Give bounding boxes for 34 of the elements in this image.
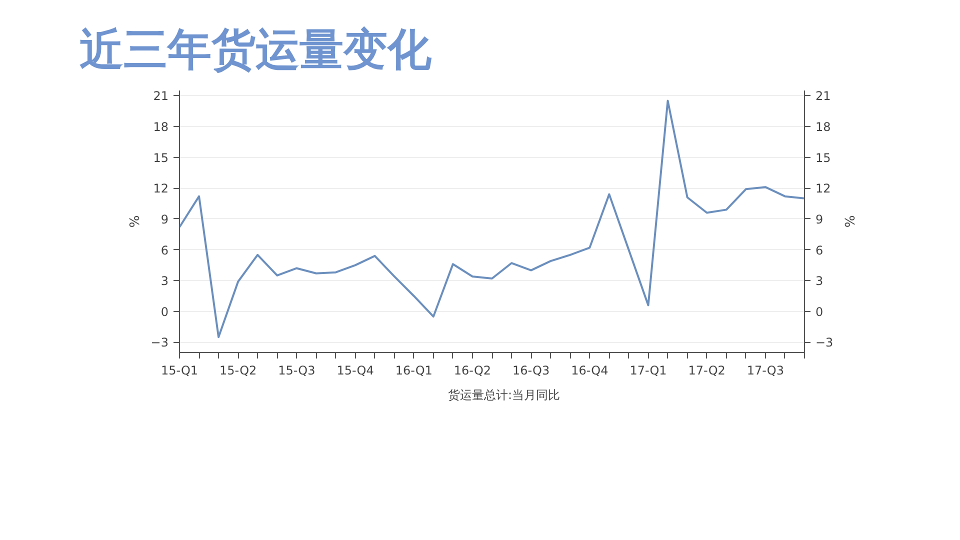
y-tick-label: 12 [153, 182, 169, 196]
x-tick-label: 15-Q1 [160, 364, 198, 378]
y2-tick-label: 9 [816, 212, 824, 226]
x-tick-label: 17-Q1 [630, 364, 667, 378]
x-tick-label: 16-Q3 [512, 364, 550, 378]
x-tick-label: 17-Q2 [688, 364, 726, 378]
chart-title: 近三年货运量变化 [80, 24, 432, 76]
y-tick-label: 6 [160, 243, 169, 258]
x-tick-label: 15-Q2 [220, 364, 257, 378]
y-tick-label: 0 [160, 304, 169, 319]
x-tick-label: 16-Q4 [571, 364, 608, 378]
y2-tick-label: 0 [816, 304, 824, 319]
line-series [180, 100, 804, 338]
y-axis-title: % [128, 215, 143, 228]
y2-tick-label: 15 [816, 150, 831, 165]
y-tick-label: 3 [160, 274, 169, 288]
y-tick-label: 15 [153, 150, 169, 165]
y2-tick-label: 12 [816, 182, 831, 196]
y2-tick-label: −3 [816, 336, 834, 350]
y2-tick-label: 6 [816, 243, 824, 258]
y-tick-label: −3 [150, 336, 169, 350]
x-tick-label: 17-Q3 [746, 364, 784, 378]
y2-axis-title: % [841, 215, 856, 228]
y-tick-label: 9 [160, 212, 169, 226]
y-tick-label: 21 [153, 89, 169, 104]
text: 货运量总计:当月同比 [448, 386, 560, 404]
y2-tick-label: 21 [816, 89, 831, 104]
x-tick-label: 16-Q2 [454, 364, 492, 378]
y-tick-label: 18 [153, 120, 169, 134]
y2-tick-label: 3 [816, 274, 824, 288]
x-tick-label: 16-Q1 [395, 364, 432, 378]
x-tick-label: 15-Q3 [278, 364, 316, 378]
x-tick-label: 15-Q4 [336, 364, 374, 378]
y2-tick-label: 18 [816, 120, 831, 134]
